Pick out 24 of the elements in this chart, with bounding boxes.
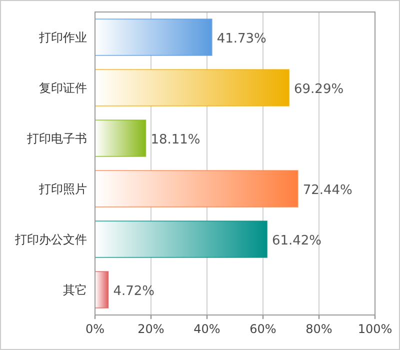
bar [94, 120, 146, 157]
bar [94, 271, 109, 308]
x-tick-label: 80% [306, 322, 332, 336]
data-label: 69.29% [294, 82, 344, 97]
y-tick-label: 打印照片 [38, 182, 87, 196]
y-tick-label: 打印作业 [38, 30, 87, 44]
data-label: 61.42% [272, 233, 322, 248]
data-label: 4.72% [113, 284, 155, 299]
y-tick-label: 复印证件 [39, 80, 87, 95]
x-tick-label: 40% [194, 322, 220, 336]
y-tick-label: 打印办公文件 [14, 232, 87, 246]
bar [94, 170, 298, 208]
y-tick-label: 打印电子书 [26, 131, 87, 146]
data-label: 41.73% [216, 31, 266, 46]
y-tick-label: 其它 [63, 282, 87, 297]
bar [94, 69, 290, 106]
bar [94, 220, 268, 258]
x-tick-label: 60% [250, 322, 276, 336]
data-label: 18.11% [150, 132, 200, 148]
x-tick-label: 0% [85, 322, 105, 336]
data-label: 72.44% [302, 182, 352, 198]
x-tick-label: 100% [358, 322, 392, 336]
bar [94, 18, 212, 56]
x-tick-label: 20% [138, 322, 164, 336]
